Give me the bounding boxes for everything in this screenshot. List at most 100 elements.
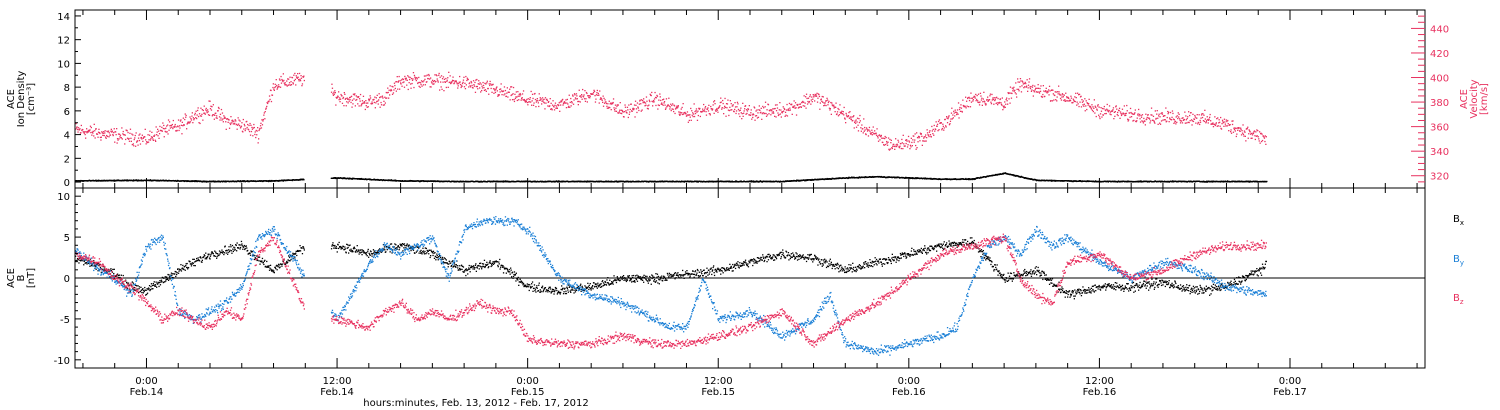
density-point <box>214 180 216 182</box>
velocity-point <box>83 131 85 133</box>
density-point <box>804 180 806 182</box>
velocity-point <box>243 128 245 130</box>
velocity-point <box>558 104 560 106</box>
velocity-point <box>978 104 981 106</box>
velocity-point <box>695 110 697 112</box>
velocity-point <box>890 139 892 141</box>
velocity-point <box>470 82 473 84</box>
velocity-point <box>499 91 501 93</box>
density-point <box>964 178 967 180</box>
velocity-point <box>603 97 605 99</box>
velocity-point <box>1020 91 1023 93</box>
velocity-point <box>555 105 558 107</box>
density-point <box>968 179 970 181</box>
velocity-point <box>868 126 871 129</box>
velocity-point <box>872 126 874 128</box>
velocity-point <box>175 126 177 128</box>
velocity-point <box>798 106 801 108</box>
velocity-point <box>993 97 995 99</box>
velocity-point <box>628 113 630 115</box>
density-point <box>1126 181 1128 183</box>
velocity-point <box>818 95 821 98</box>
velocity-point <box>859 120 861 122</box>
velocity-point <box>545 102 547 104</box>
velocity-point <box>1081 101 1084 103</box>
velocity-point <box>971 97 973 99</box>
velocity-point <box>928 135 930 138</box>
velocity-point <box>950 112 953 114</box>
velocity-point <box>614 110 616 112</box>
velocity-point <box>249 122 251 125</box>
velocity-point <box>181 121 183 123</box>
velocity-point <box>800 106 802 108</box>
density-point <box>303 179 305 181</box>
velocity-point <box>398 80 400 82</box>
velocity-point <box>341 102 344 104</box>
velocity-point <box>853 127 855 129</box>
velocity-point <box>1004 101 1006 103</box>
velocity-point <box>443 90 445 92</box>
velocity-point <box>581 94 583 96</box>
velocity-point <box>990 103 993 105</box>
velocity-point <box>338 91 340 93</box>
velocity-point <box>254 131 256 133</box>
velocity-point <box>112 134 114 137</box>
velocity-point <box>399 88 401 90</box>
velocity-point <box>495 88 497 90</box>
velocity-point <box>602 101 604 103</box>
velocity-point <box>177 126 179 128</box>
velocity-point <box>637 107 639 109</box>
velocity-point <box>388 97 390 99</box>
velocity-point <box>288 78 290 80</box>
velocity-point <box>412 78 414 80</box>
velocity-point <box>910 146 912 148</box>
velocity-point <box>94 130 96 132</box>
velocity-point <box>85 137 87 139</box>
velocity-point <box>927 134 930 136</box>
velocity-point <box>707 110 710 112</box>
velocity-point <box>894 148 896 150</box>
velocity-point <box>989 95 991 97</box>
velocity-point <box>108 136 110 138</box>
velocity-point <box>669 108 671 110</box>
velocity-point <box>515 96 517 98</box>
density-point <box>911 177 913 179</box>
velocity-point <box>960 104 962 106</box>
velocity-point <box>779 102 781 104</box>
density-point <box>282 179 284 181</box>
velocity-point <box>392 86 394 88</box>
velocity-point <box>509 99 511 101</box>
velocity-point <box>354 105 356 107</box>
velocity-point <box>716 107 718 110</box>
velocity-point <box>1022 81 1024 83</box>
velocity-point <box>291 77 294 79</box>
velocity-point <box>436 75 438 77</box>
density-point <box>731 180 733 182</box>
velocity-point <box>1042 93 1044 96</box>
velocity-point <box>729 106 731 108</box>
velocity-point <box>113 128 115 130</box>
velocity-point <box>1018 81 1021 83</box>
velocity-point <box>786 103 788 106</box>
velocity-point <box>420 80 423 82</box>
velocity-point <box>180 124 183 126</box>
velocity-point <box>581 98 583 100</box>
velocity-point <box>1067 100 1069 102</box>
density-point <box>1266 180 1268 183</box>
velocity-point <box>511 99 514 101</box>
velocity-point <box>659 96 661 98</box>
velocity-point <box>595 98 597 100</box>
velocity-point <box>364 102 366 104</box>
velocity-point <box>626 106 629 108</box>
velocity-point <box>959 106 961 109</box>
velocity-point <box>638 103 640 105</box>
velocity-point <box>867 135 870 137</box>
velocity-point <box>466 77 468 79</box>
velocity-point <box>574 94 576 96</box>
velocity-point <box>571 102 573 104</box>
velocity-point <box>715 110 717 112</box>
velocity-point <box>525 100 527 103</box>
velocity-point <box>766 109 768 111</box>
velocity-point <box>505 95 507 97</box>
velocity-point <box>857 130 860 132</box>
